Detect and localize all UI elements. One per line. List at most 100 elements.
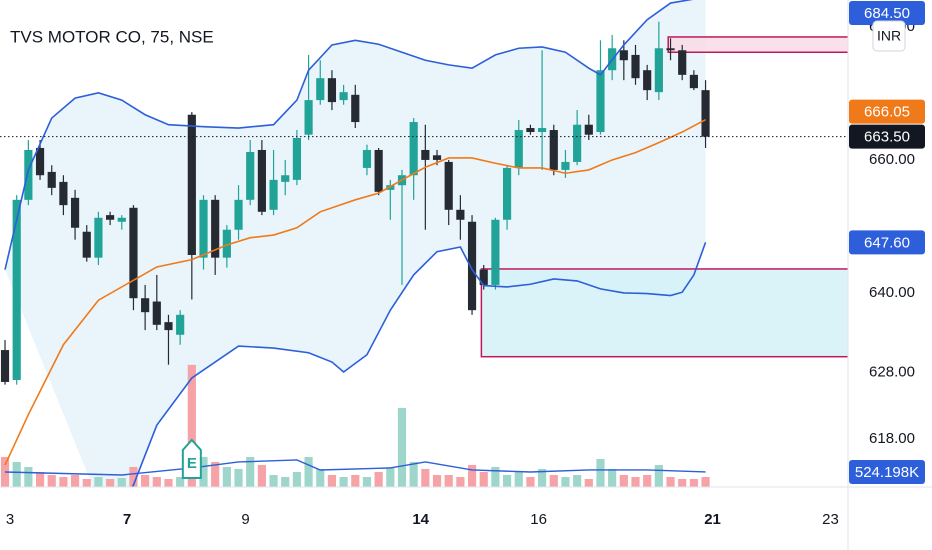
volume-bar [643, 474, 652, 487]
volume-bar [409, 461, 418, 487]
x-tick-label: 3 [6, 511, 14, 528]
plot-area: E [0, 0, 848, 487]
price-tag [849, 99, 925, 124]
candle-body [654, 48, 663, 93]
currency-button[interactable]: INR [872, 20, 906, 52]
candle-body [502, 167, 512, 220]
candle-body [573, 124, 582, 162]
price-tag-label: 684.50 [864, 5, 910, 22]
volume-bar [362, 477, 372, 487]
candle-body [234, 199, 243, 230]
currency-button-box[interactable] [872, 20, 906, 52]
volume-bar [199, 456, 208, 487]
candle-body [514, 130, 523, 168]
candle-body [187, 114, 196, 256]
event-badge [181, 438, 202, 479]
candle-body [619, 50, 628, 61]
volume-bar [666, 477, 675, 487]
candle-body [444, 161, 453, 210]
x-tick-label: 23 [822, 511, 839, 528]
candle-body [269, 179, 278, 210]
candle-body [689, 74, 698, 89]
currency-button-label[interactable]: INR [877, 28, 901, 44]
candle-body [631, 54, 640, 79]
volume-bar [141, 474, 150, 487]
candle-body [94, 217, 103, 258]
volume-bar [619, 474, 628, 487]
candle-body [176, 314, 185, 335]
price-tag-label: 524.198K [855, 464, 919, 481]
volume-bar [292, 471, 301, 487]
candle-body [386, 185, 395, 190]
volume-bar [701, 477, 710, 487]
volume-bar [12, 461, 21, 487]
volume-bar [502, 474, 512, 487]
candle-body [701, 90, 710, 137]
volume-bar [281, 477, 290, 487]
price-tag [849, 1, 925, 25]
candle-body [526, 128, 535, 133]
candle-body [246, 151, 255, 200]
volume-bar [678, 478, 687, 487]
volume-bar [432, 474, 442, 487]
indicator-line [4, 119, 706, 466]
volume-bar [491, 466, 500, 487]
candle-body [538, 128, 547, 133]
price-tag [849, 230, 925, 255]
x-tick-label: 21 [704, 511, 721, 528]
volume-bar [479, 471, 488, 487]
candle-body [584, 124, 593, 135]
volume-bar [24, 466, 33, 487]
volume-bar [467, 464, 477, 487]
volume-bar [351, 474, 360, 487]
volume-bar [596, 458, 605, 487]
y-tick-label: 660.00 [869, 151, 915, 168]
volume-bar [456, 477, 465, 487]
candle-body [304, 100, 313, 135]
candle-body [666, 48, 675, 51]
volume-bar [152, 477, 161, 487]
x-tick-label: 16 [530, 511, 547, 528]
x-tick-label: 9 [241, 511, 249, 528]
volume-bar [187, 364, 196, 487]
volume-bar [561, 477, 570, 487]
chart-title: TVS MOTOR CO, 75, NSE [10, 27, 214, 46]
volume-bar [70, 474, 80, 487]
indicator-line [131, 242, 707, 487]
volume-bar [538, 468, 547, 487]
candle-body [479, 269, 488, 285]
volume-bar [327, 474, 337, 487]
volume-bar [94, 477, 103, 487]
candle-body [141, 298, 150, 313]
candle-body [12, 199, 21, 380]
volume-bar [35, 471, 45, 487]
volume-bar [549, 474, 558, 487]
volume-bar [234, 468, 243, 487]
candle-body [47, 171, 56, 188]
volume-bar [689, 478, 698, 487]
candle-body [117, 217, 126, 222]
candle-body [257, 149, 266, 212]
candle-body [491, 219, 500, 285]
candle-body [561, 161, 570, 170]
indicator-line [4, 0, 694, 270]
volume-bar [316, 468, 325, 487]
volume-bar [106, 478, 115, 487]
candle-body [59, 181, 68, 206]
candle-body [152, 301, 161, 325]
candle-body [35, 147, 45, 176]
y-tick-label: 640.00 [869, 284, 915, 301]
price-tag-label: 647.60 [864, 234, 910, 251]
candle-body [362, 149, 372, 168]
volume-bar [526, 477, 535, 487]
candle-body [456, 209, 465, 220]
candle-body [327, 78, 337, 103]
x-tick-label: 7 [123, 511, 131, 528]
price-tag [849, 459, 925, 484]
candle-body [164, 322, 173, 331]
candle-body [339, 92, 348, 101]
band-fill [5, 0, 706, 487]
volume-bar [444, 474, 453, 487]
candle-body [643, 70, 652, 91]
